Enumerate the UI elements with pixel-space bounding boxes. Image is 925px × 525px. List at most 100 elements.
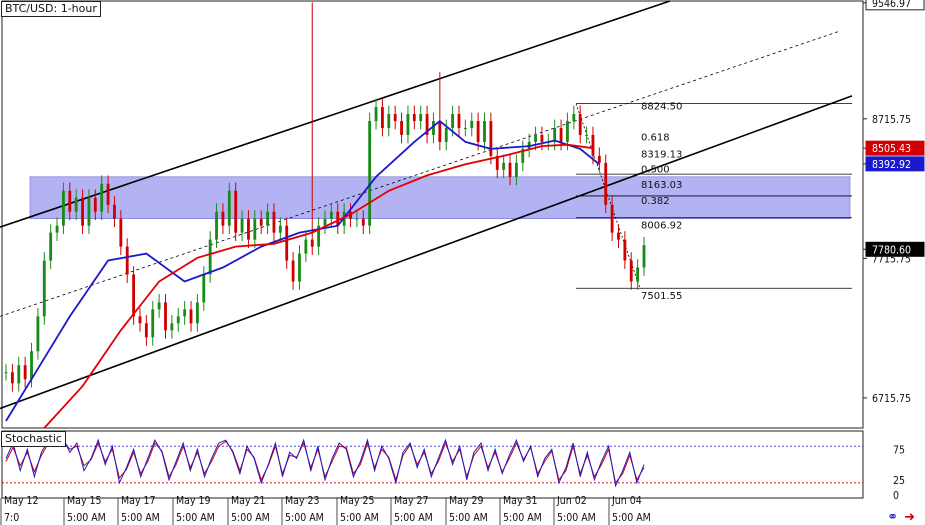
stoch-tick-label: 25 — [893, 475, 905, 487]
stoch-k-line — [5, 436, 645, 488]
date-tick-label: May 23 — [285, 495, 320, 507]
candle-body — [514, 162, 518, 177]
candle-body — [195, 302, 199, 324]
candle-body — [553, 127, 557, 142]
candle-body — [42, 260, 46, 317]
candle-body — [240, 218, 244, 233]
date-tick-label: May 31 — [503, 495, 538, 507]
candle-body — [157, 302, 161, 310]
date-tick-label: May 29 — [449, 495, 484, 507]
candle-body — [81, 197, 84, 226]
candle-body — [125, 246, 129, 275]
price-label: 8505.43 — [872, 143, 911, 155]
time-tick-label: 5:00 AM — [449, 512, 488, 524]
candle-body — [55, 225, 59, 233]
candle-body — [483, 121, 486, 142]
date-tick-label: May 25 — [340, 495, 375, 507]
candle-body — [597, 155, 601, 163]
candle-body — [451, 114, 455, 128]
date-tick-label: May 19 — [176, 495, 211, 507]
price-label: 7780.60 — [872, 244, 911, 256]
date-tick-label: May 15 — [67, 495, 102, 507]
time-tick-label: 5:00 AM — [176, 512, 215, 524]
stoch-tick-label: 0 — [893, 490, 899, 502]
time-tick-label: 5:00 AM — [557, 512, 596, 524]
candle-body — [68, 190, 72, 212]
fib-label: 7501.55 — [641, 291, 682, 302]
candle-body — [425, 114, 429, 135]
date-tick-label: May 12 — [4, 495, 39, 507]
arrow-exit-icon[interactable]: ➜ — [904, 510, 915, 525]
candle-body — [419, 114, 423, 122]
candle-body — [521, 148, 525, 163]
candle-body — [234, 190, 238, 233]
price-label: 6715.75 — [872, 393, 911, 405]
time-tick-label: 7:0 — [4, 512, 19, 524]
candle-body — [113, 204, 116, 219]
candle-body — [278, 225, 282, 233]
candle-body — [285, 225, 289, 261]
candle-body — [502, 162, 506, 170]
candle-body — [259, 218, 263, 226]
candle-body — [591, 134, 595, 156]
link-icon[interactable]: ⚭ — [887, 510, 899, 525]
candle-body — [119, 218, 123, 247]
candle-body — [578, 114, 582, 135]
price-label: 8392.92 — [872, 159, 911, 171]
candle-body — [164, 302, 167, 331]
candle-body — [380, 107, 384, 128]
price-pane: 8824.50 0.618 8319.13 0.500 8163.03 0.382 8006… — [0, 0, 864, 429]
candle-body — [323, 218, 327, 226]
candle-body — [489, 121, 493, 156]
candle-body — [559, 127, 563, 142]
fib-label: 8163.03 — [641, 180, 682, 191]
date-tick-label: Jun 04 — [611, 495, 642, 507]
candle-body — [253, 218, 257, 240]
candle-body — [247, 218, 250, 240]
stoch-tick-label: 75 — [893, 444, 905, 456]
candle-body — [298, 253, 301, 282]
candle-body — [355, 218, 359, 220]
candle-body — [266, 211, 270, 226]
time-tick-label: 5:00 AM — [67, 512, 106, 524]
candle-body — [100, 183, 104, 212]
candle-body — [221, 211, 225, 226]
price-label: 8715.75 — [872, 114, 911, 126]
candle-body — [49, 232, 53, 261]
candle-body — [208, 239, 212, 275]
candle-body — [202, 274, 206, 303]
time-tick-label: 5:00 AM — [503, 512, 542, 524]
price-label: 7715.75 — [872, 253, 911, 265]
candle-body — [400, 121, 403, 135]
candle-body — [444, 127, 448, 142]
candle-body — [10, 372, 14, 384]
candle-body — [393, 114, 397, 122]
candle-body — [470, 121, 474, 128]
candle-body — [36, 316, 40, 352]
candle-body — [215, 211, 218, 240]
candle-body — [74, 197, 78, 212]
moving-average-fast — [5, 119, 600, 422]
candle-body — [495, 155, 499, 170]
candle-body — [272, 211, 276, 233]
candle-body — [368, 121, 372, 226]
fib-label: 0.618 — [641, 133, 670, 144]
stochastic-pane — [1, 430, 864, 499]
fib-label: 8319.13 — [641, 149, 682, 160]
candle-body — [227, 190, 231, 226]
stoch-d-line — [5, 439, 645, 484]
candle-body — [336, 211, 340, 226]
candle-body — [291, 260, 295, 282]
candle-body — [572, 114, 576, 122]
price-label: 9546.97 — [872, 0, 911, 10]
candle-body — [508, 162, 512, 177]
fib-label: 0.500 — [641, 165, 670, 176]
candle-body — [566, 121, 569, 142]
time-tick-label: 5:00 AM — [394, 512, 433, 524]
candle-body — [87, 197, 91, 226]
candle-body — [610, 204, 614, 233]
candle-body — [406, 114, 410, 135]
candle-body — [457, 114, 461, 128]
candle-body — [585, 134, 589, 136]
